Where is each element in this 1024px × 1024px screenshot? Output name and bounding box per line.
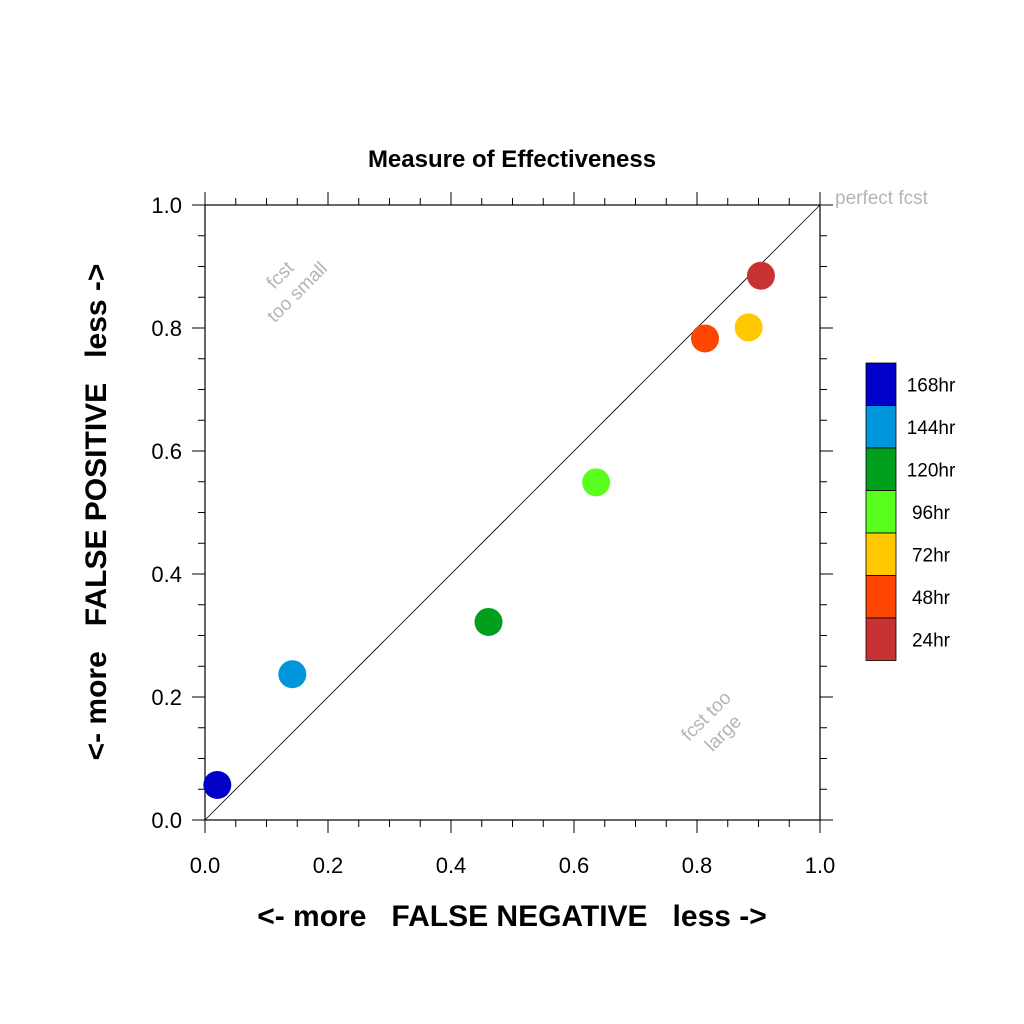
point-72hr [734,313,763,342]
y-tick-label: 0.6 [151,439,182,464]
x-tick-label: 1.0 [805,853,836,878]
point-96hr [582,468,611,497]
legend: 168hr 144hr 120hr 96hr 72hr 48hr 24hr [865,362,956,661]
perfect-forecast-line [204,204,821,821]
y-tick-label: 0.4 [151,562,182,587]
x-tick-label: 0.0 [190,853,221,878]
data-points [203,261,775,799]
x-tick-labels: 0.0 0.2 0.4 0.6 0.8 1.0 [190,853,836,878]
annotation-fcst-too-large: fcst too large [678,688,746,756]
x-tick-label: 0.2 [313,853,344,878]
x-tick-label: 0.8 [682,853,713,878]
chart-title: Measure of Effectiveness [368,146,656,173]
x-tick-label: 0.4 [436,853,467,878]
legend-swatch-120hr [865,447,897,491]
legend-label-48hr: 48hr [912,588,951,609]
legend-label-144hr: 144hr [907,418,956,439]
point-48hr [690,324,719,353]
legend-swatch-24hr [865,617,897,661]
annotation-perfect-fcst: perfect fcst [835,188,929,209]
legend-label-72hr: 72hr [912,545,951,566]
point-144hr [278,660,307,689]
point-24hr [746,261,775,290]
x-axis-label: <- more FALSE NEGATIVE less -> [257,900,767,933]
y-axis-label: <- more FALSE POSITIVE less -> [80,264,113,761]
legend-label-24hr: 24hr [912,630,951,651]
legend-swatch-168hr [865,362,897,406]
x-tick-label: 0.6 [559,853,590,878]
annotation-fcst-too-small: fcst too small [263,257,332,327]
legend-swatch-48hr [865,575,897,619]
legend-swatch-144hr [865,405,897,449]
legend-label-120hr: 120hr [907,460,956,481]
ticks [192,192,833,833]
point-120hr [474,607,503,636]
point-168hr [203,770,232,799]
legend-label-168hr: 168hr [907,375,956,396]
legend-label-96hr: 96hr [912,503,951,524]
y-tick-label: 0.0 [151,808,182,833]
legend-swatch-96hr [865,490,897,534]
plot-frame [204,204,821,821]
y-tick-labels: 0.0 0.2 0.4 0.6 0.8 1.0 [151,193,182,833]
legend-swatch-72hr [865,532,897,576]
y-tick-label: 0.8 [151,316,182,341]
y-tick-label: 0.2 [151,685,182,710]
y-tick-label: 1.0 [151,193,182,218]
